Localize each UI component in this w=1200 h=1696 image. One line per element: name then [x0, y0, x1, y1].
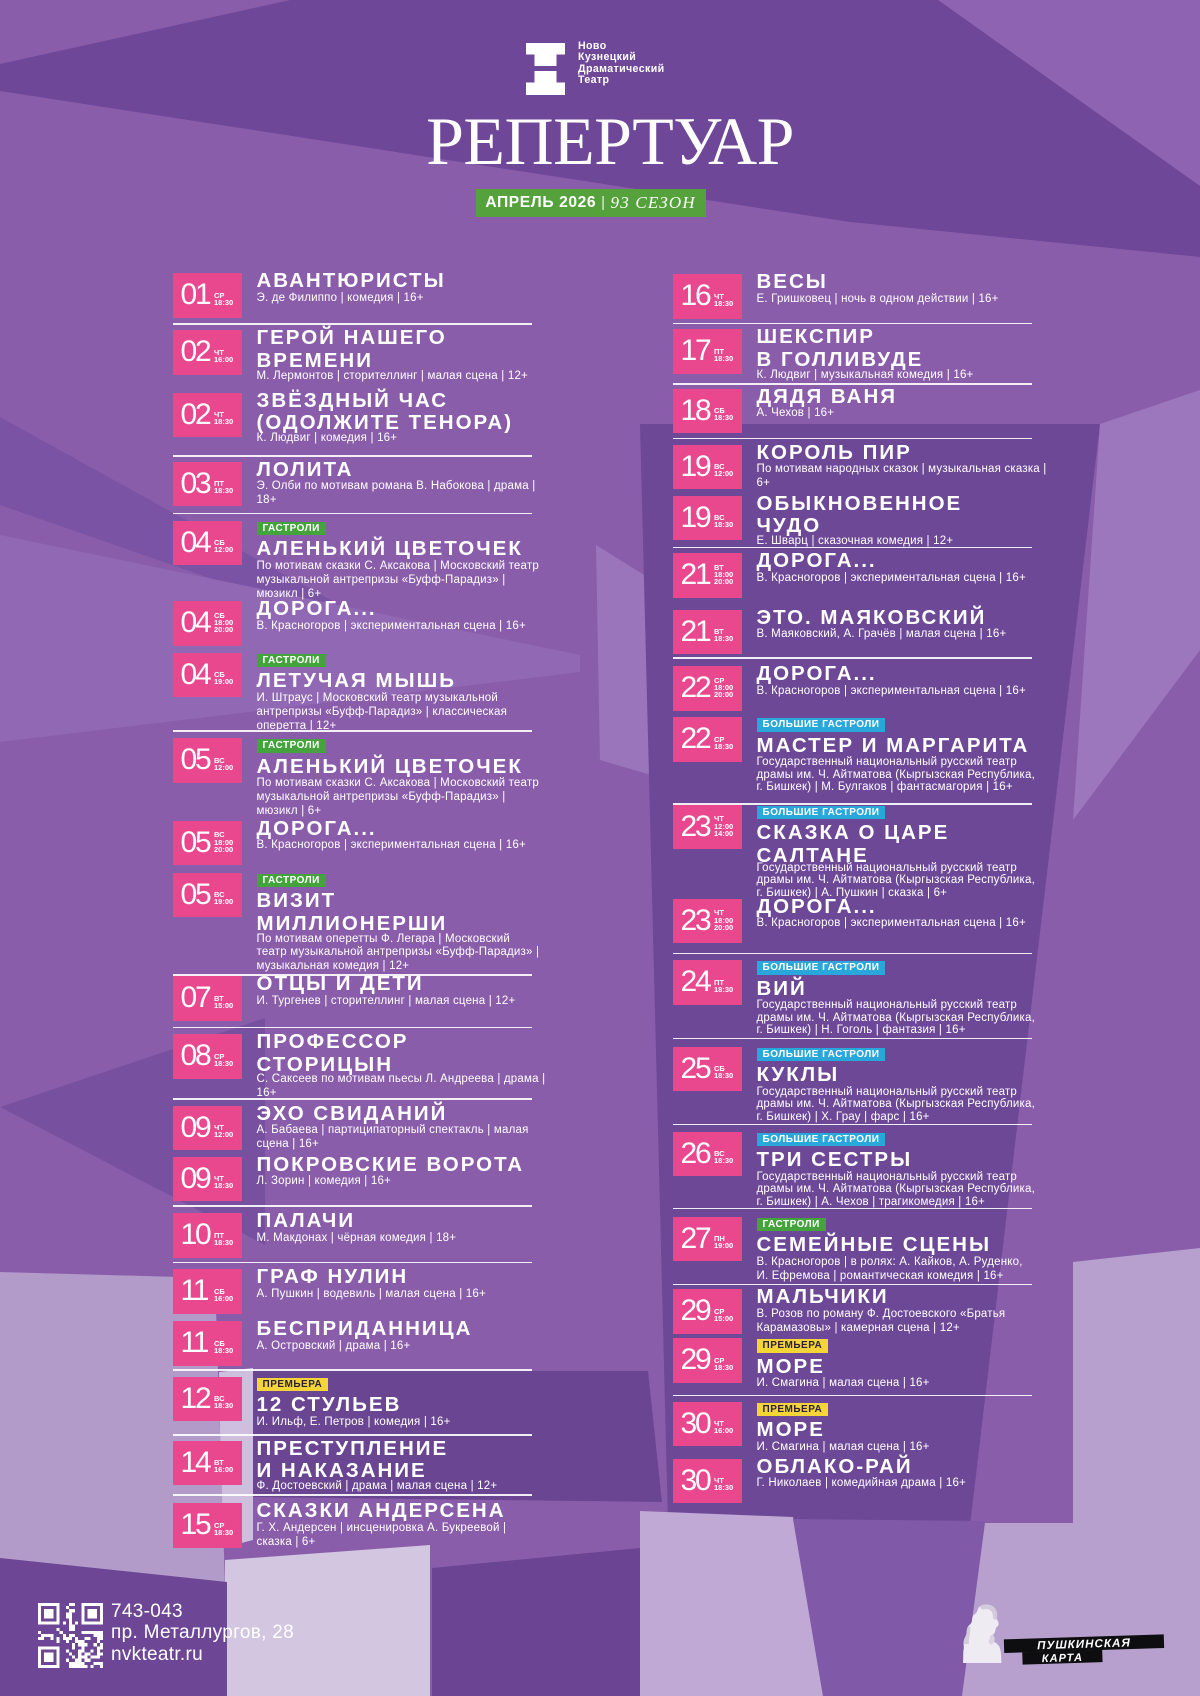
svg-text:ПУШКИНСКАЯ: ПУШКИНСКАЯ	[1037, 1636, 1131, 1652]
svg-text:КАРТА: КАРТА	[1042, 1652, 1084, 1665]
